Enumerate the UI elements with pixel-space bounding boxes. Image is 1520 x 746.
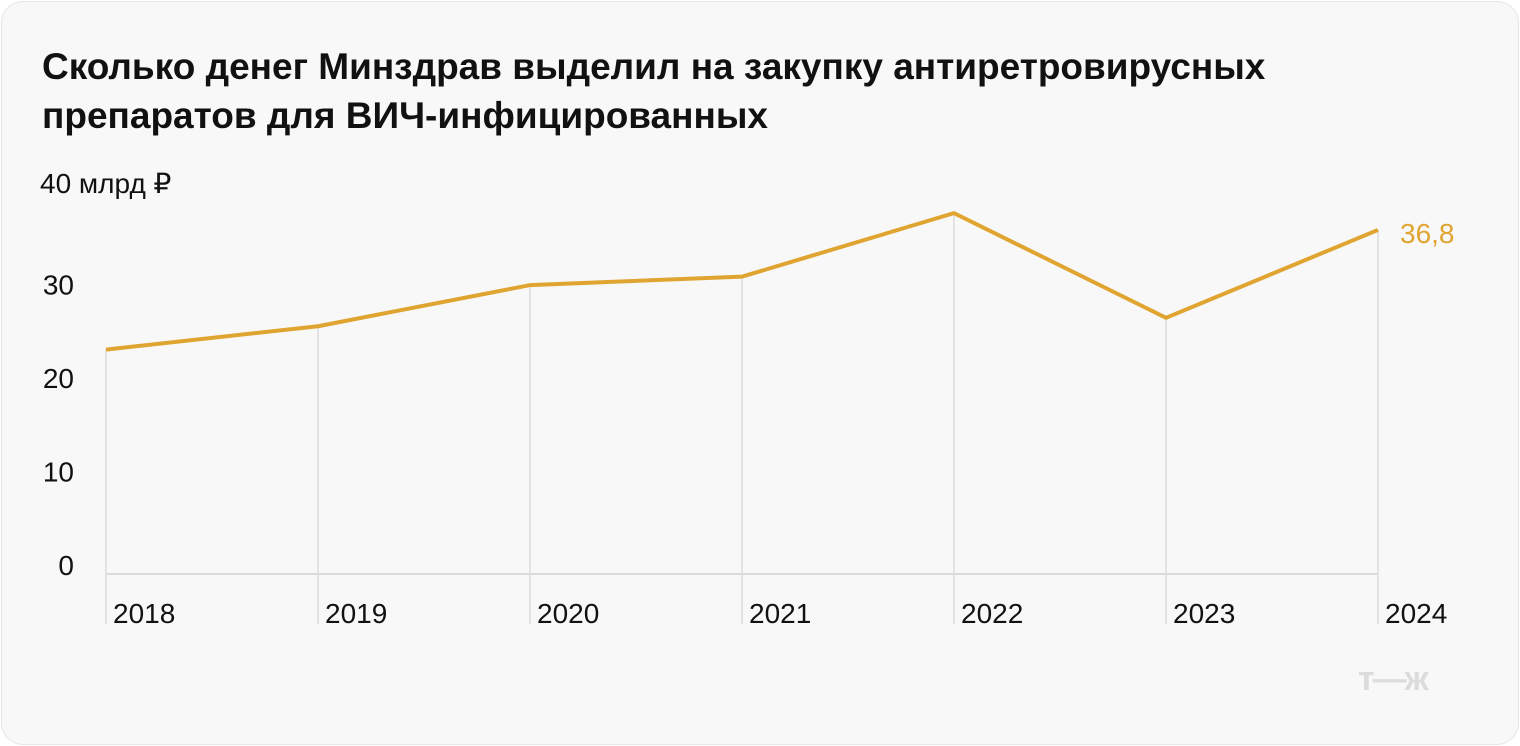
x-tick-label: 2020 <box>537 598 599 629</box>
x-tick-label: 2023 <box>1173 598 1235 629</box>
y-tick-label: 20 <box>43 363 74 394</box>
y-tick-label: 10 <box>43 457 74 488</box>
x-tick-label: 2019 <box>325 598 387 629</box>
chart-title: Сколько денег Минздрав выделил на закупк… <box>42 46 1266 136</box>
x-tick-label: 2024 <box>1385 598 1447 629</box>
y-tick-label: 40 млрд ₽ <box>40 168 171 199</box>
x-tick-label: 2021 <box>749 598 811 629</box>
x-tick-label: 2022 <box>961 598 1023 629</box>
x-tick-label: 2018 <box>113 598 175 629</box>
y-tick-label: 0 <box>58 550 74 581</box>
y-tick-label: 30 <box>43 270 74 301</box>
logo: т—ж <box>1358 660 1429 698</box>
data-label: 36,8 <box>1400 218 1455 249</box>
